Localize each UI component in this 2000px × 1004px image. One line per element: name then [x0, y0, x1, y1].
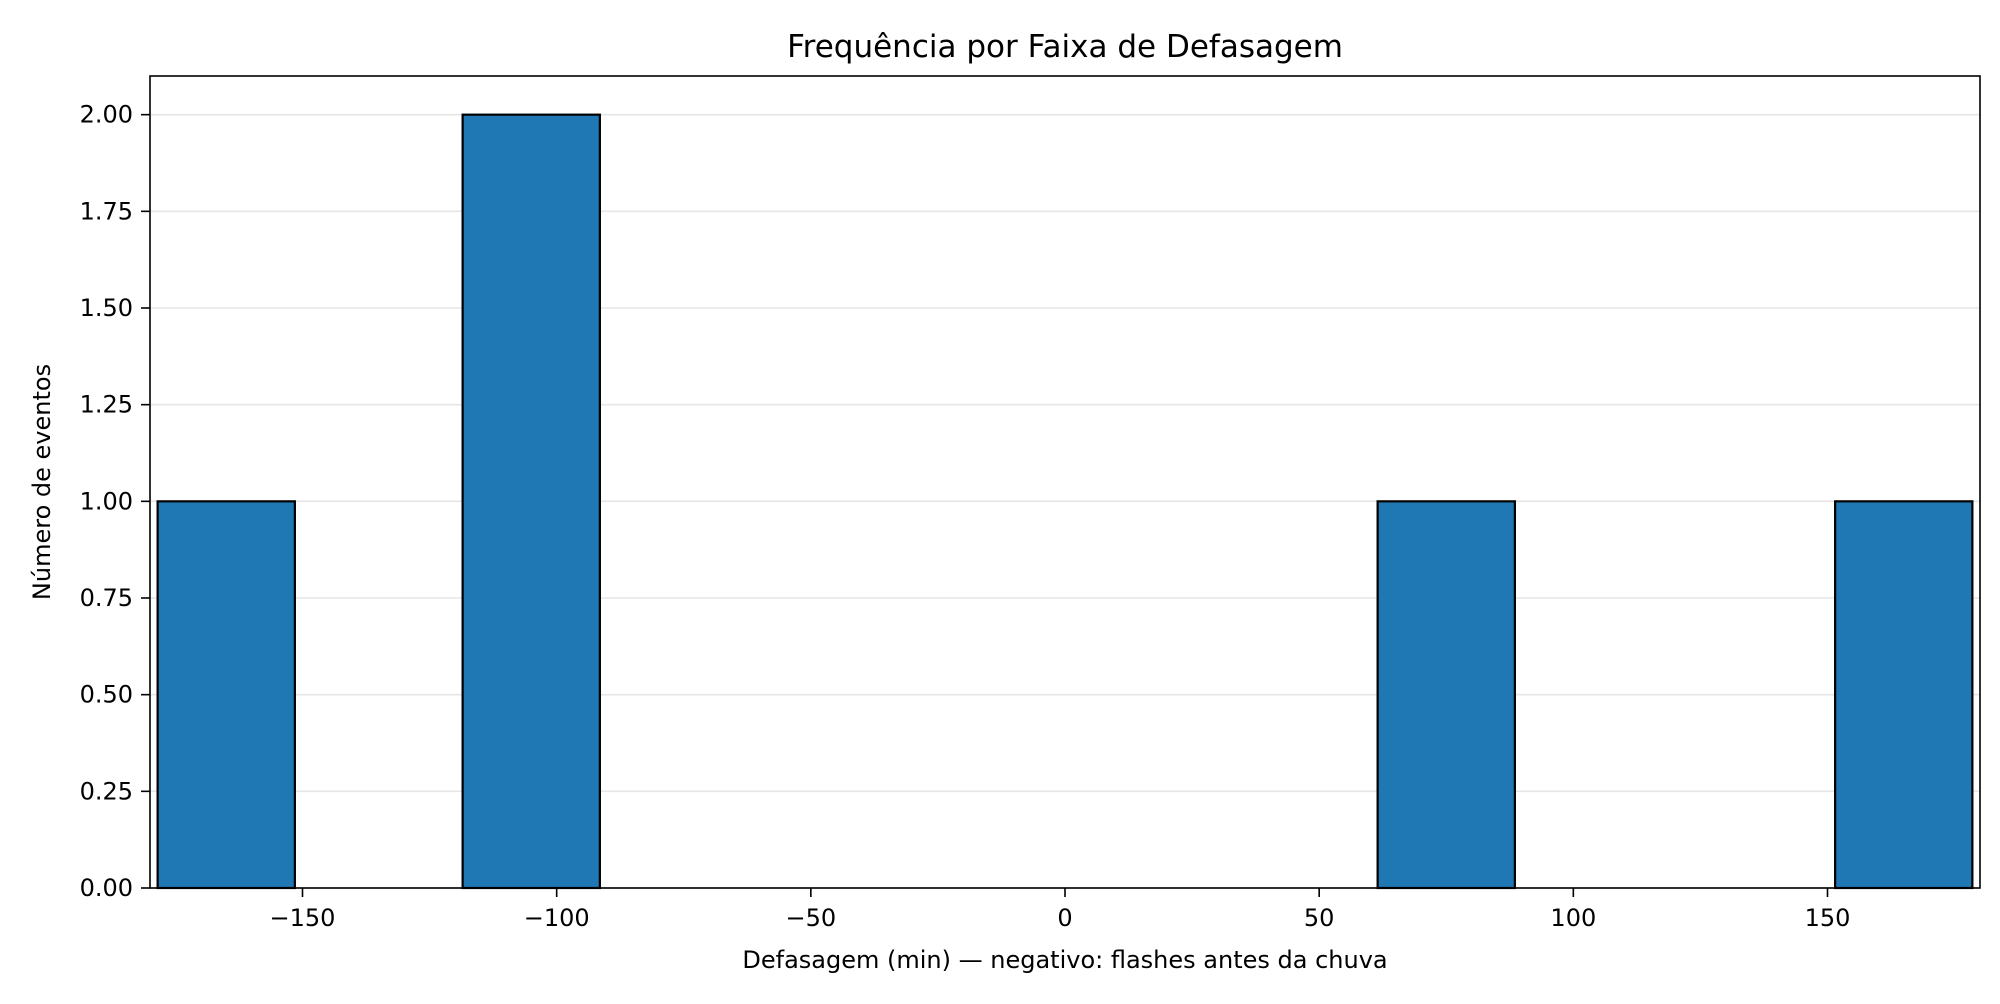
y-tick-label: 0.75 — [80, 584, 133, 612]
x-tick-label: 100 — [1550, 904, 1596, 932]
y-tick-label: 2.00 — [80, 101, 133, 129]
histogram-bar — [1376, 500, 1516, 890]
chart-title: Frequência por Faixa de Defasagem — [787, 29, 1343, 65]
grid-layer — [150, 113, 1980, 889]
y-tick-label: 0.50 — [80, 681, 133, 709]
y-tick-label: 0.00 — [80, 874, 133, 902]
y-tick-label: 1.00 — [80, 487, 133, 515]
histogram-bar — [1834, 500, 1974, 890]
y-axis-ticks: 0.00 0.25 0.50 0.75 1.00 1.25 1.50 1.75 2.00 — [80, 101, 150, 902]
histogram-bar — [461, 113, 601, 890]
x-tick-label: 50 — [1304, 904, 1335, 932]
x-tick-label: −50 — [786, 904, 837, 932]
y-tick-label: 1.25 — [80, 391, 133, 419]
y-tick-label: 1.50 — [80, 294, 133, 322]
y-tick-label: 0.25 — [80, 777, 133, 805]
y-tick-label: 1.75 — [80, 197, 133, 225]
bars-layer — [156, 113, 1974, 890]
y-axis-label: Número de eventos — [28, 364, 56, 600]
x-tick-label: 150 — [1805, 904, 1851, 932]
histogram-bar — [156, 500, 296, 890]
x-tick-label: 0 — [1057, 904, 1072, 932]
x-axis-label: Defasagem (min) — negativo: flashes ante… — [742, 946, 1387, 974]
x-tick-label: −100 — [524, 904, 590, 932]
x-tick-label: −150 — [270, 904, 336, 932]
plot-frame — [149, 75, 1981, 889]
x-axis-ticks: −150 −100 −50 0 50 100 150 — [270, 888, 1851, 932]
